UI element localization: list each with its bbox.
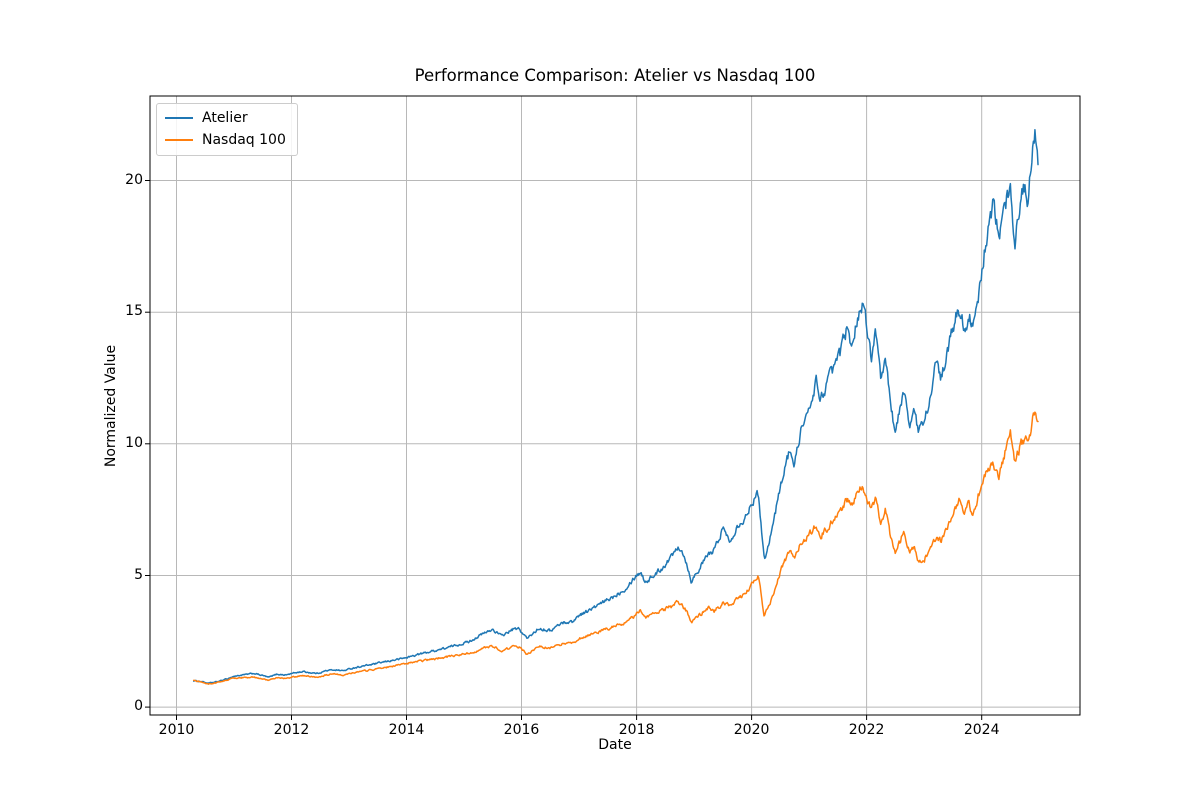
- legend-line-swatch-atelier: [165, 117, 193, 119]
- y-tick-label: 20: [125, 171, 143, 188]
- legend-item-atelier: Atelier: [165, 110, 286, 126]
- series-line-atelier: [192, 128, 1039, 685]
- legend-label-atelier: Atelier: [202, 110, 248, 126]
- legend-label-nasdaq-100: Nasdaq 100: [202, 132, 286, 148]
- x-tick-label: 2014: [388, 722, 425, 738]
- gridlines: [150, 96, 1080, 715]
- y-tick-label: 0: [134, 698, 143, 715]
- plot-spines: [149, 95, 1081, 716]
- x-axis-label: Date: [598, 737, 632, 753]
- legend-line-swatch-nasdaq-100: [165, 139, 193, 141]
- x-tick-label: 2020: [733, 722, 770, 738]
- x-tick-label: 2022: [848, 722, 885, 738]
- x-tick-label: 2016: [503, 722, 540, 738]
- chart-title: Performance Comparison: Atelier vs Nasda…: [414, 66, 816, 85]
- series-line-nasdaq-100: [192, 411, 1039, 685]
- tick-marks: [145, 180, 983, 720]
- x-tick-label: 2012: [273, 722, 310, 738]
- x-tick-label: 2018: [618, 722, 655, 738]
- legend: Atelier Nasdaq 100: [156, 103, 298, 156]
- series-lines: [192, 128, 1039, 685]
- y-tick-label: 10: [125, 434, 143, 451]
- x-tick-label: 2024: [963, 722, 1000, 738]
- legend-item-nasdaq-100: Nasdaq 100: [165, 132, 286, 148]
- x-tick-label: 2010: [158, 722, 195, 738]
- y-tick-label: 5: [134, 566, 143, 583]
- y-tick-label: 15: [125, 303, 143, 320]
